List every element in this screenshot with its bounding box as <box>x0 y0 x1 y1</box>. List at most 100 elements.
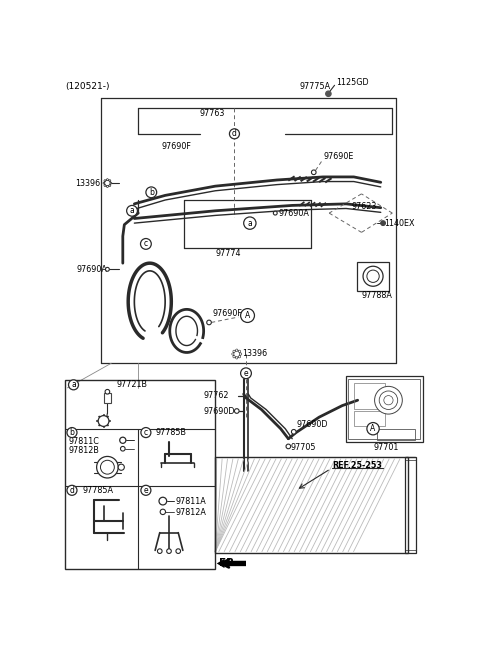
Circle shape <box>233 356 235 358</box>
Circle shape <box>157 549 162 554</box>
Circle shape <box>67 428 77 438</box>
Text: a: a <box>71 380 76 389</box>
Text: 97788A: 97788A <box>361 291 392 300</box>
Text: 97623: 97623 <box>351 202 377 212</box>
Circle shape <box>236 349 238 351</box>
Bar <box>65 380 215 569</box>
Circle shape <box>100 460 114 474</box>
Circle shape <box>367 270 379 282</box>
Text: 97690A: 97690A <box>77 265 108 274</box>
Text: c: c <box>144 428 148 437</box>
Text: A: A <box>371 424 376 433</box>
Bar <box>357 262 389 291</box>
Text: 97811C: 97811C <box>69 438 100 446</box>
Text: 97690A: 97690A <box>278 208 309 217</box>
Circle shape <box>374 387 402 414</box>
Circle shape <box>120 447 125 451</box>
Text: d: d <box>232 129 237 138</box>
Circle shape <box>326 91 331 97</box>
FancyArrow shape <box>217 559 246 568</box>
Text: e: e <box>244 369 248 378</box>
Circle shape <box>67 485 77 496</box>
Bar <box>354 383 384 409</box>
Circle shape <box>120 437 126 443</box>
Circle shape <box>69 380 79 390</box>
Circle shape <box>110 182 112 184</box>
Text: b: b <box>70 428 74 437</box>
Text: 97721B: 97721B <box>117 380 148 389</box>
Circle shape <box>291 430 296 434</box>
Text: 97690F: 97690F <box>212 309 242 318</box>
Text: 1140EX: 1140EX <box>384 219 415 228</box>
Text: 97762: 97762 <box>204 391 229 400</box>
Text: 97705: 97705 <box>291 443 316 453</box>
Text: 97775A: 97775A <box>300 82 331 91</box>
Circle shape <box>141 238 151 249</box>
Circle shape <box>141 485 151 496</box>
Circle shape <box>381 221 385 225</box>
Text: 97701: 97701 <box>373 443 398 453</box>
Circle shape <box>240 368 252 379</box>
Text: 13396: 13396 <box>242 349 267 358</box>
Circle shape <box>244 217 256 229</box>
Text: 97812A: 97812A <box>175 508 206 517</box>
Circle shape <box>240 309 254 323</box>
Text: c: c <box>144 240 148 248</box>
Circle shape <box>96 456 118 478</box>
Circle shape <box>146 187 156 198</box>
Text: (120521-): (120521-) <box>65 82 109 91</box>
Circle shape <box>232 353 234 355</box>
Circle shape <box>363 266 383 286</box>
Circle shape <box>240 353 242 355</box>
Text: a: a <box>248 219 252 228</box>
Circle shape <box>104 180 110 186</box>
Circle shape <box>159 497 167 505</box>
Circle shape <box>106 267 109 271</box>
Circle shape <box>118 464 124 470</box>
Text: 97690F: 97690F <box>161 142 191 151</box>
Circle shape <box>103 182 105 184</box>
Bar <box>377 429 415 440</box>
Text: d: d <box>70 486 74 495</box>
Circle shape <box>367 422 379 435</box>
Circle shape <box>176 549 180 554</box>
Circle shape <box>109 185 111 187</box>
Circle shape <box>141 428 151 438</box>
Circle shape <box>239 356 240 358</box>
Circle shape <box>104 180 106 182</box>
Circle shape <box>104 185 106 187</box>
Text: a: a <box>130 206 134 215</box>
Text: 97785A: 97785A <box>83 486 114 495</box>
Circle shape <box>379 391 398 409</box>
Circle shape <box>236 357 238 359</box>
Text: FR.: FR. <box>219 558 239 569</box>
Text: 97774: 97774 <box>215 249 240 259</box>
Text: 97812B: 97812B <box>69 446 100 454</box>
Bar <box>215 457 408 554</box>
Circle shape <box>239 350 240 353</box>
Circle shape <box>107 185 108 187</box>
Text: 97690E: 97690E <box>323 152 353 161</box>
Circle shape <box>107 179 108 180</box>
Circle shape <box>105 389 110 394</box>
Text: 97785B: 97785B <box>155 428 186 437</box>
Circle shape <box>234 409 239 413</box>
Text: 97690D: 97690D <box>204 407 235 415</box>
Circle shape <box>167 549 171 554</box>
Bar <box>354 411 384 426</box>
Circle shape <box>384 396 393 405</box>
Text: b: b <box>149 188 154 197</box>
Circle shape <box>160 509 166 515</box>
Bar <box>104 392 111 404</box>
Text: 13396: 13396 <box>75 178 100 187</box>
Circle shape <box>233 350 235 353</box>
Text: 97763: 97763 <box>200 108 225 118</box>
Circle shape <box>273 211 277 215</box>
Bar <box>406 457 416 554</box>
Circle shape <box>229 129 240 139</box>
Text: e: e <box>144 486 148 495</box>
Circle shape <box>109 180 111 182</box>
Text: A: A <box>245 311 250 320</box>
Bar <box>348 379 420 439</box>
Circle shape <box>207 320 211 325</box>
